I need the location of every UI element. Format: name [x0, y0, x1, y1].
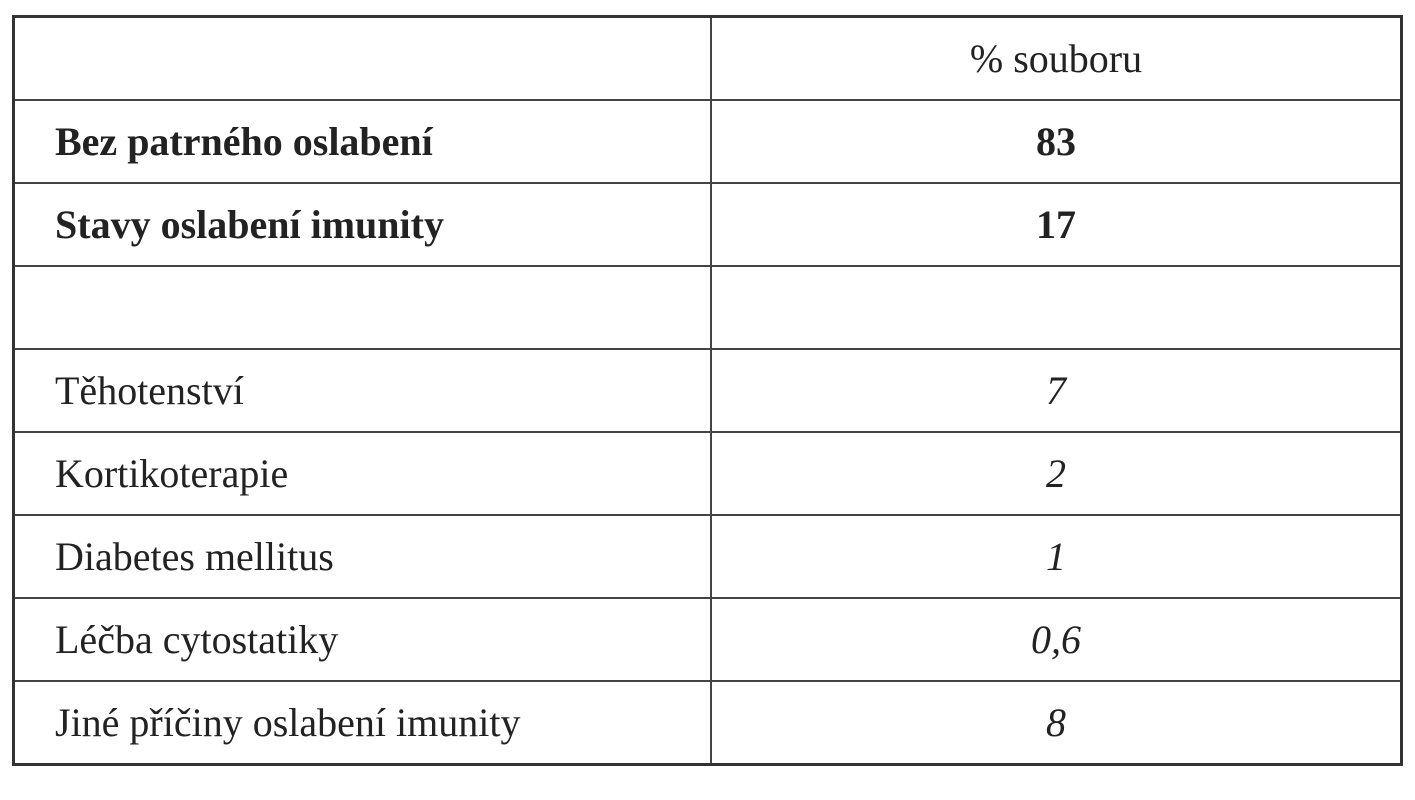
row-label: Bez patrného oslabení	[12, 99, 712, 184]
empty-cell	[710, 265, 1403, 350]
row-value: 17	[710, 182, 1403, 267]
summary-row: Stavy oslabení imunity 17	[12, 182, 1403, 267]
row-value: 2	[710, 431, 1403, 516]
header-row: % souboru	[12, 15, 1403, 101]
row-label: Těhotenství	[12, 348, 712, 433]
detail-row: Kortikoterapie 2	[12, 431, 1403, 516]
row-label: Stavy oslabení imunity	[12, 182, 712, 267]
row-value: 83	[710, 99, 1403, 184]
row-value: 0,6	[710, 597, 1403, 682]
data-table: % souboru Bez patrného oslabení 83 Stavy…	[12, 15, 1403, 766]
detail-row: Léčba cytostatiky 0,6	[12, 597, 1403, 682]
row-value: 7	[710, 348, 1403, 433]
row-label: Jiné příčiny oslabení imunity	[12, 680, 712, 766]
row-label: Diabetes mellitus	[12, 514, 712, 599]
header-cell: % souboru	[710, 15, 1403, 101]
summary-row: Bez patrného oslabení 83	[12, 99, 1403, 184]
row-value: 8	[710, 680, 1403, 766]
row-label: Kortikoterapie	[12, 431, 712, 516]
detail-row: Těhotenství 7	[12, 348, 1403, 433]
row-value: 1	[710, 514, 1403, 599]
empty-cell	[12, 265, 712, 350]
spacer-row	[12, 265, 1403, 350]
row-label: Léčba cytostatiky	[12, 597, 712, 682]
detail-row: Jiné příčiny oslabení imunity 8	[12, 680, 1403, 766]
detail-row: Diabetes mellitus 1	[12, 514, 1403, 599]
header-empty-cell	[12, 15, 712, 101]
